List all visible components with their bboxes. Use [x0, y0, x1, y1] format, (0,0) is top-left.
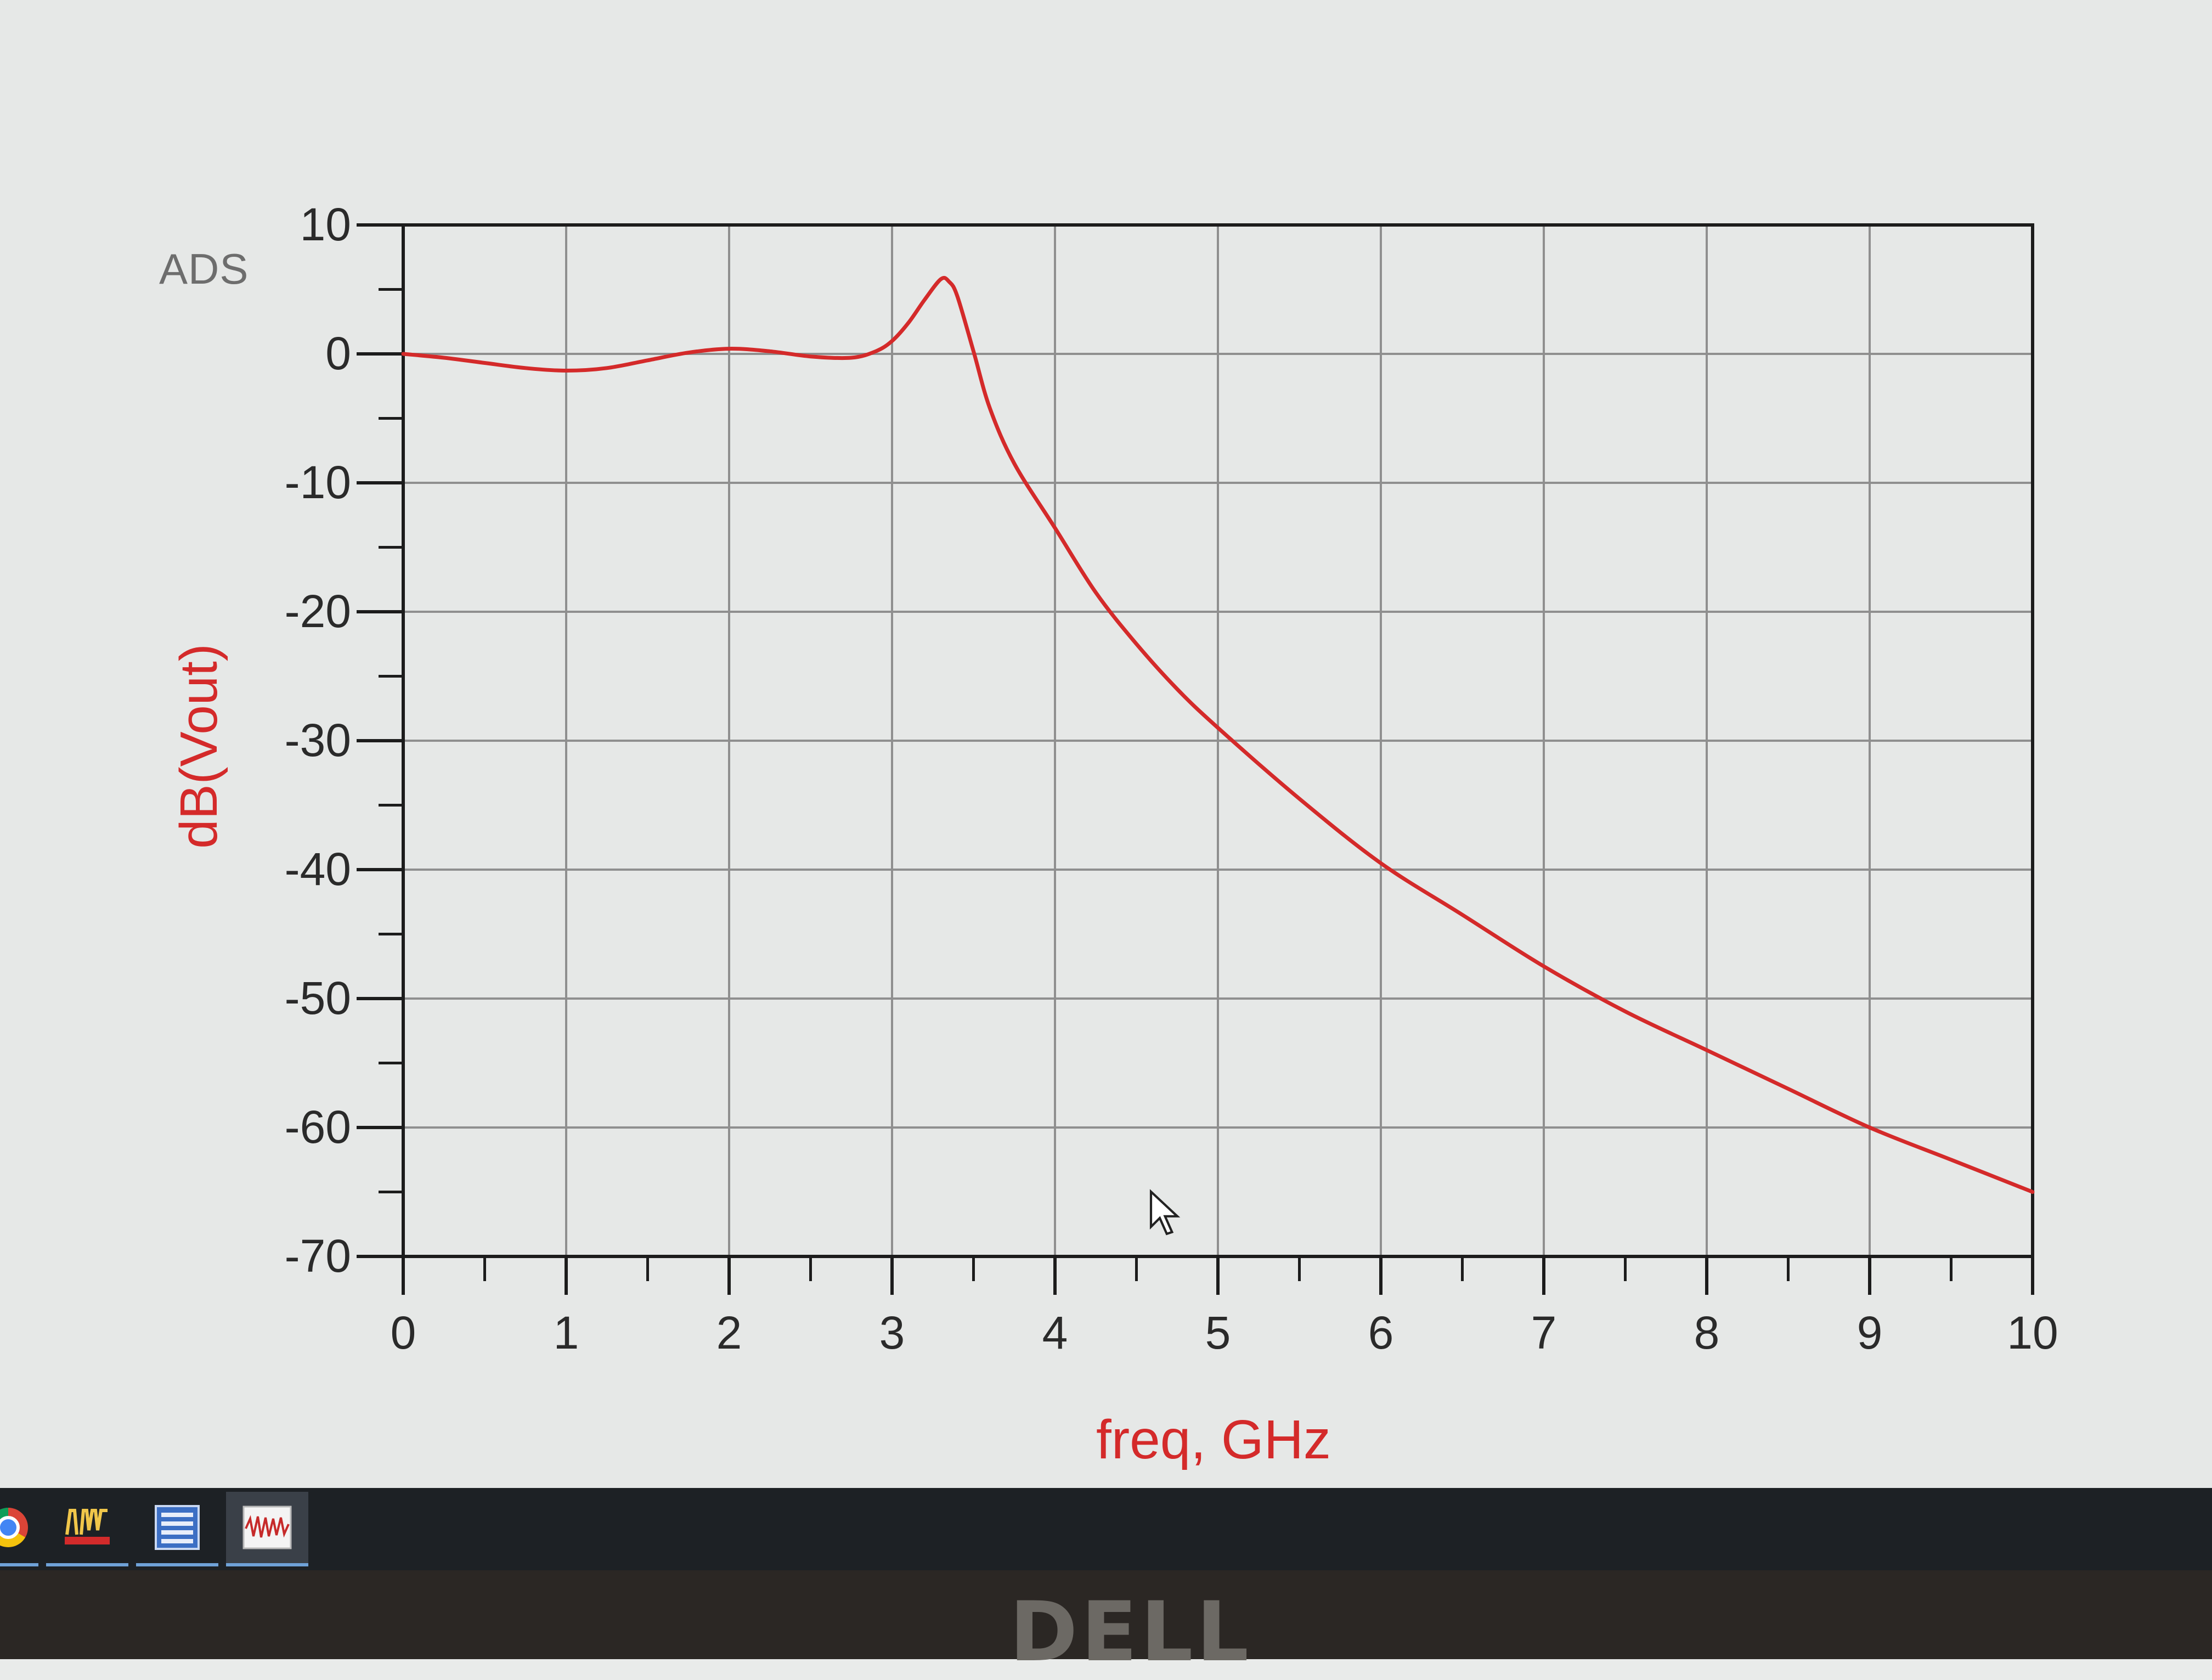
taskbar-chrome-button[interactable]: [0, 1492, 38, 1566]
monitor-bezel: [0, 1570, 2212, 1659]
x-axis-title: freq, GHz: [1096, 1409, 1331, 1470]
x-tick-label: 9: [1857, 1307, 1883, 1358]
app-label: ADS: [159, 245, 249, 293]
chrome-icon: [0, 1508, 28, 1547]
taskbar-schematic-button[interactable]: [136, 1492, 218, 1566]
y-axis-tick-labels: 10 0 -10 -20 -30 -40 -50 -60 -70: [285, 199, 351, 1282]
minor-ticks: [357, 223, 2034, 1295]
y-tick-label: 0: [325, 328, 351, 379]
y-tick-label: -10: [285, 456, 351, 508]
y-tick-label: -60: [285, 1101, 351, 1153]
x-tick-label: 4: [1042, 1307, 1068, 1358]
x-tick-label: 0: [391, 1307, 416, 1358]
grid: [403, 225, 2033, 1256]
y-tick-label: -20: [285, 585, 351, 637]
mouse-cursor-icon: [1149, 1189, 1181, 1236]
x-tick-label: 5: [1205, 1307, 1231, 1358]
screen: 10 0 -10 -20 -30 -40 -50 -60 -70 0 1 2 3 4 5 6 7 8 9 10 dB…: [159, 199, 2058, 1470]
ads-icon: [65, 1509, 110, 1544]
taskbar-ads-button[interactable]: [46, 1492, 128, 1566]
y-tick-label: -70: [285, 1230, 351, 1282]
chart: 10 0 -10 -20 -30 -40 -50 -60 -70 0 1 2 3 4 5 6 7 8 9 10 dB…: [170, 199, 2058, 1470]
y-tick-label: -40: [285, 843, 351, 895]
y-tick-label: 10: [300, 199, 351, 250]
x-tick-label: 3: [879, 1307, 905, 1358]
x-tick-label: 8: [1694, 1307, 1720, 1358]
x-axis-tick-labels: 0 1 2 3 4 5 6 7 8 9 10: [391, 1307, 2058, 1358]
plot-frame: [402, 223, 2034, 1258]
y-axis-title: dB(Vout): [170, 644, 228, 849]
series-line-dbvout[interactable]: [401, 275, 2035, 1194]
x-tick-label: 10: [2007, 1307, 2058, 1358]
taskbar: [0, 1488, 2212, 1570]
monitor-brand-logo: DELL: [1009, 1585, 1252, 1680]
x-tick-label: 7: [1531, 1307, 1557, 1358]
taskbar-waveform-button[interactable]: [226, 1492, 308, 1566]
x-tick-label: 1: [554, 1307, 579, 1358]
x-tick-label: 6: [1368, 1307, 1394, 1358]
waveform-icon: [242, 1506, 292, 1549]
x-tick-label: 2: [716, 1307, 742, 1358]
schematic-icon: [155, 1505, 200, 1550]
y-tick-label: -30: [285, 714, 351, 766]
y-tick-label: -50: [285, 972, 351, 1024]
